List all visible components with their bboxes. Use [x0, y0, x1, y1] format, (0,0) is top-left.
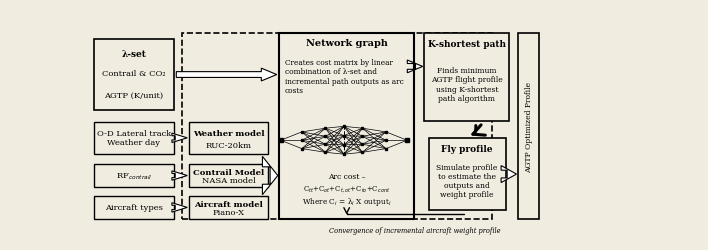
Polygon shape	[176, 69, 277, 82]
Text: Simulate profile
to estimate the
outputs and
weight profile: Simulate profile to estimate the outputs…	[436, 163, 498, 198]
Polygon shape	[172, 134, 187, 143]
Polygon shape	[407, 61, 423, 74]
Text: Weather model: Weather model	[193, 130, 265, 138]
Text: Fly profile: Fly profile	[441, 145, 493, 154]
Text: Aircraft model: Aircraft model	[194, 200, 263, 208]
Text: Contrail Model: Contrail Model	[193, 168, 264, 176]
FancyBboxPatch shape	[189, 196, 268, 219]
Text: Where C$_{i}$ = λ$_{i}$ X output$_{i}$: Where C$_{i}$ = λ$_{i}$ X output$_{i}$	[302, 195, 392, 207]
Text: Arc cost –: Arc cost –	[328, 172, 365, 180]
Polygon shape	[263, 157, 278, 195]
Text: Piano-X: Piano-X	[212, 208, 245, 216]
FancyBboxPatch shape	[424, 34, 509, 122]
FancyBboxPatch shape	[280, 34, 414, 220]
FancyBboxPatch shape	[94, 165, 173, 187]
Text: RF$_{contrail}$: RF$_{contrail}$	[115, 170, 152, 181]
Text: Aircraft types: Aircraft types	[105, 204, 163, 212]
FancyBboxPatch shape	[189, 165, 268, 187]
FancyBboxPatch shape	[94, 122, 173, 154]
Polygon shape	[172, 203, 187, 212]
Text: Contrail & CO₂: Contrail & CO₂	[102, 70, 166, 78]
Text: K-shortest path: K-shortest path	[428, 40, 506, 49]
Text: Convergence of incremental aircraft weight profile: Convergence of incremental aircraft weig…	[329, 226, 501, 234]
Polygon shape	[172, 171, 187, 180]
Text: RUC-20km: RUC-20km	[206, 141, 251, 149]
FancyBboxPatch shape	[94, 196, 173, 219]
Text: C$_{tt}$+C$_{ot}$+C$_{t,ot}$+C$_{to}$+C$_{cont}$: C$_{tt}$+C$_{ot}$+C$_{t,ot}$+C$_{to}$+C$…	[303, 183, 390, 193]
FancyBboxPatch shape	[189, 122, 268, 154]
FancyBboxPatch shape	[518, 34, 539, 220]
FancyBboxPatch shape	[94, 40, 173, 111]
Text: Finds minimum
AGTP flight profile
using K-shortest
path algorithm: Finds minimum AGTP flight profile using …	[431, 67, 503, 102]
Text: Creates cost matrix by linear
combination of λ-set and
incremental path outputs : Creates cost matrix by linear combinatio…	[285, 59, 404, 94]
FancyBboxPatch shape	[429, 139, 506, 210]
Text: Network graph: Network graph	[306, 39, 387, 48]
Text: AGTP (K/unit): AGTP (K/unit)	[104, 91, 164, 99]
Polygon shape	[501, 166, 517, 183]
Text: λ-set: λ-set	[121, 50, 147, 58]
Text: AGTP Optimized Profile: AGTP Optimized Profile	[525, 82, 532, 172]
Text: NASA model: NASA model	[202, 177, 256, 185]
Text: O-D Lateral track
Weather day: O-D Lateral track Weather day	[96, 130, 171, 147]
